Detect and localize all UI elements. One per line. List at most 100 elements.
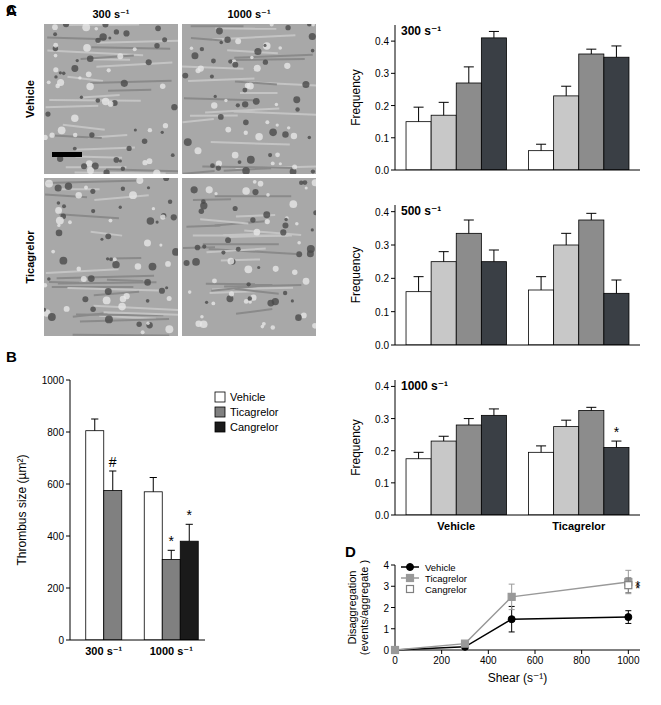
texture bbox=[202, 245, 206, 249]
error-line bbox=[566, 86, 567, 96]
texture bbox=[165, 286, 168, 289]
texture bbox=[311, 49, 315, 53]
texture bbox=[261, 325, 265, 329]
texture bbox=[57, 224, 60, 227]
texture bbox=[45, 180, 53, 188]
texture bbox=[123, 30, 129, 36]
legend-label: Ticagrelor bbox=[230, 406, 279, 418]
y-tick bbox=[391, 482, 395, 483]
error-bar bbox=[464, 67, 474, 83]
texture bbox=[284, 63, 290, 69]
error-bar bbox=[611, 280, 621, 293]
texture bbox=[49, 133, 54, 138]
y-tick-label: 0.3 bbox=[375, 68, 389, 79]
error-bar bbox=[611, 441, 621, 447]
bar bbox=[554, 96, 579, 170]
texture bbox=[57, 276, 154, 279]
significance: * bbox=[614, 424, 620, 440]
bar bbox=[406, 122, 431, 170]
texture bbox=[295, 222, 299, 226]
error-cap bbox=[91, 419, 98, 420]
bar bbox=[481, 415, 506, 515]
texture bbox=[191, 186, 198, 193]
texture bbox=[161, 131, 164, 134]
texture bbox=[186, 225, 220, 226]
texture bbox=[117, 53, 123, 59]
texture bbox=[191, 25, 244, 27]
texture bbox=[53, 135, 102, 138]
texture bbox=[48, 313, 56, 321]
texture bbox=[154, 43, 159, 48]
texture bbox=[171, 214, 177, 220]
texture bbox=[299, 181, 303, 185]
error-cap bbox=[464, 418, 474, 419]
texture bbox=[134, 129, 137, 132]
texture bbox=[63, 24, 69, 27]
texture bbox=[282, 131, 288, 137]
texture bbox=[267, 300, 274, 307]
error-cap bbox=[489, 31, 499, 32]
texture bbox=[236, 247, 241, 252]
error-cap bbox=[509, 631, 515, 632]
y-axis bbox=[395, 205, 396, 345]
y-tick bbox=[391, 105, 395, 106]
texture bbox=[211, 142, 290, 145]
error-cap bbox=[625, 577, 631, 578]
texture bbox=[89, 132, 94, 137]
error-cap bbox=[536, 445, 546, 446]
bar bbox=[481, 38, 506, 170]
marker bbox=[625, 582, 632, 589]
texture bbox=[271, 325, 276, 330]
error-line bbox=[493, 31, 494, 37]
x-axis bbox=[395, 515, 640, 516]
bar bbox=[180, 541, 198, 640]
texture bbox=[47, 277, 51, 281]
error-line bbox=[541, 446, 542, 452]
texture bbox=[193, 235, 292, 237]
texture bbox=[54, 54, 58, 58]
error-cap bbox=[439, 251, 449, 252]
texture bbox=[59, 71, 62, 74]
panel-label: D bbox=[345, 543, 356, 560]
y-tick-label: 1 bbox=[383, 624, 389, 635]
texture bbox=[55, 84, 60, 89]
x-tick bbox=[441, 650, 442, 654]
texture bbox=[182, 73, 188, 79]
figure: A300 s⁻¹1000 s⁻¹VehicleTicagrelorB020040… bbox=[0, 0, 661, 705]
error-bar bbox=[489, 250, 499, 262]
error-bar bbox=[625, 578, 631, 593]
texture bbox=[65, 183, 72, 190]
texture bbox=[311, 228, 314, 231]
column-header: 300 s⁻¹ bbox=[93, 8, 130, 20]
y-tick-label: 0.4 bbox=[375, 207, 389, 218]
texture bbox=[121, 167, 125, 171]
texture bbox=[198, 65, 204, 71]
texture bbox=[244, 131, 248, 135]
texture bbox=[129, 191, 137, 199]
legend-label: Vehicle bbox=[425, 562, 456, 573]
error-bar bbox=[414, 452, 424, 458]
x-tick-label: 400 bbox=[480, 655, 497, 666]
texture bbox=[67, 77, 103, 81]
y-tick-label: 2 bbox=[383, 603, 389, 614]
texture bbox=[242, 187, 250, 195]
error-cap bbox=[414, 452, 424, 453]
texture bbox=[279, 162, 282, 165]
y-tick bbox=[391, 345, 395, 346]
column-header: 1000 s⁻¹ bbox=[227, 8, 270, 20]
texture bbox=[200, 47, 204, 51]
subplot-title: 500 s⁻¹ bbox=[401, 204, 441, 218]
texture bbox=[268, 153, 272, 157]
texture bbox=[223, 234, 259, 236]
plot-area bbox=[406, 407, 629, 515]
x-axis bbox=[395, 170, 640, 171]
texture bbox=[232, 62, 238, 68]
y-tick-label: 0.4 bbox=[375, 381, 389, 392]
texture bbox=[276, 123, 279, 126]
texture bbox=[147, 186, 150, 189]
y-tick-label: 0.4 bbox=[375, 36, 389, 47]
image-background bbox=[182, 178, 316, 336]
texture bbox=[302, 81, 309, 88]
row-header: Vehicle bbox=[24, 80, 36, 118]
y-tick bbox=[391, 245, 395, 246]
